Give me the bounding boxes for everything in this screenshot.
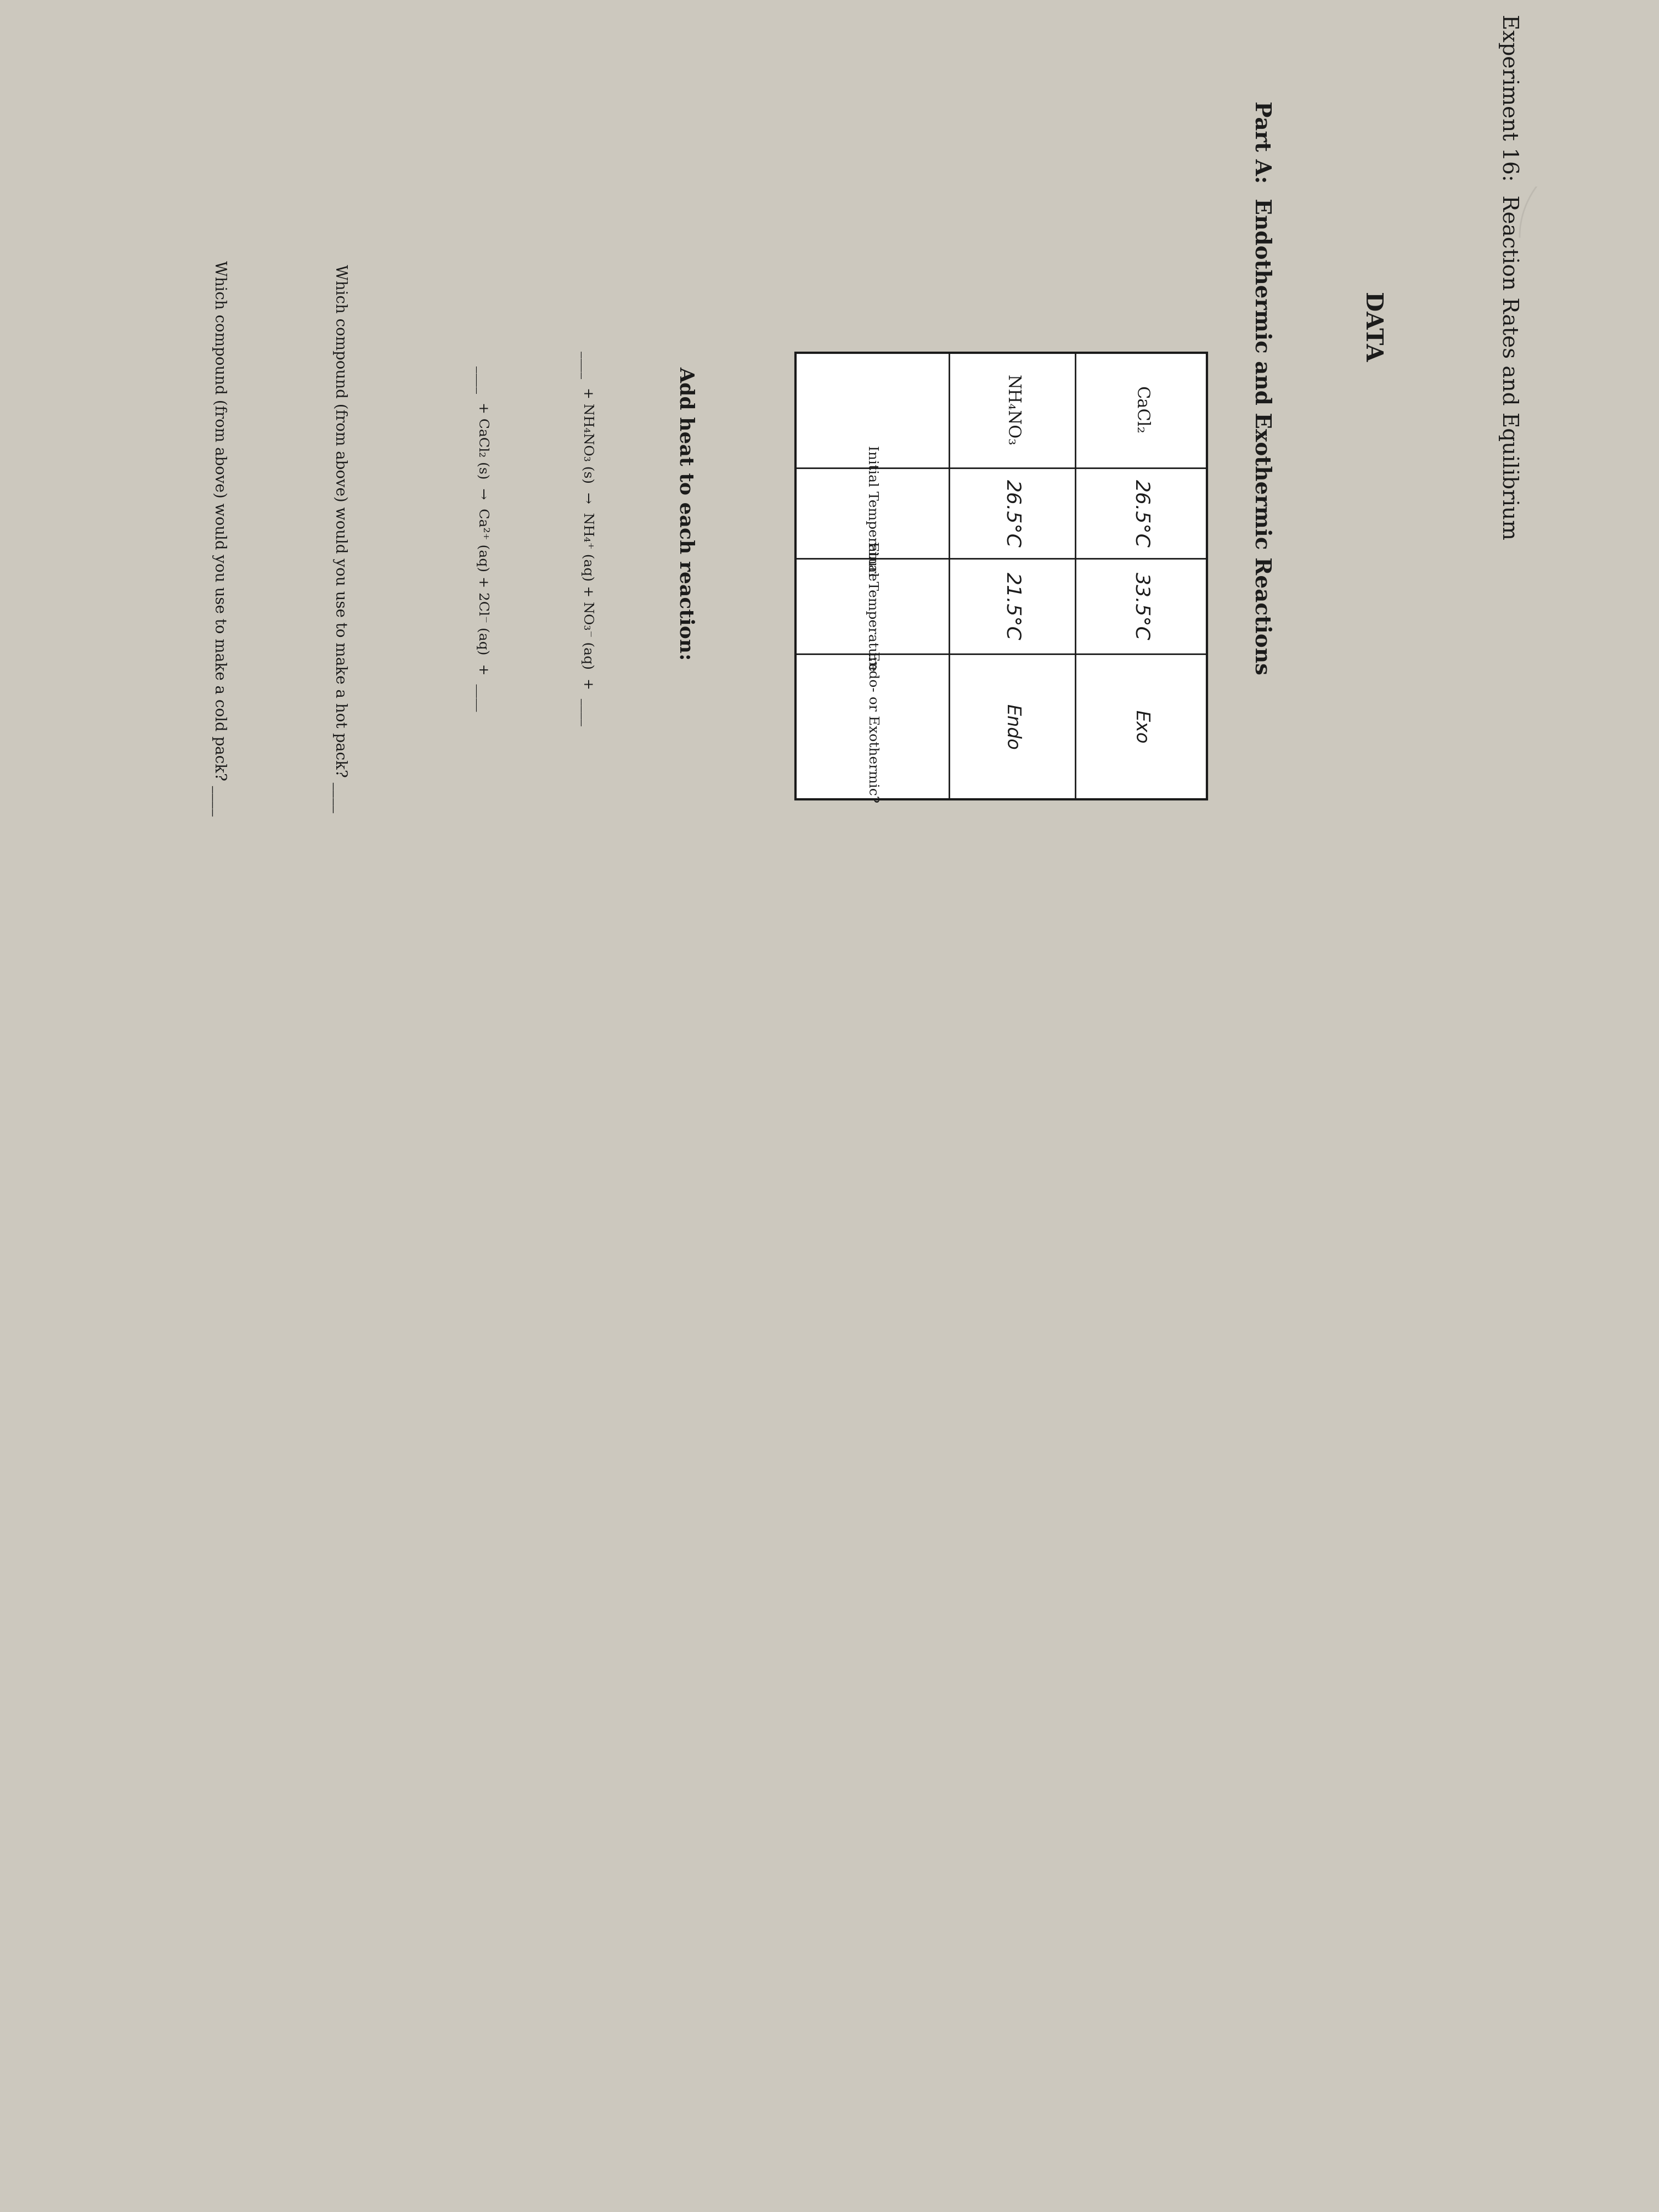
Text: Exo: Exo xyxy=(1131,710,1150,743)
Bar xyxy=(795,352,1208,799)
Text: 33.5°C: 33.5°C xyxy=(1131,573,1150,639)
Text: Add heat to each reaction:: Add heat to each reaction: xyxy=(677,367,695,659)
Text: Endo: Endo xyxy=(1004,703,1022,750)
Text: ____  + CaCl₂ (s)  →  Ca²⁺ (aq) + 2Cl⁻ (aq)  +  ____: ____ + CaCl₂ (s) → Ca²⁺ (aq) + 2Cl⁻ (aq)… xyxy=(476,365,489,710)
Text: Initial Temperature: Initial Temperature xyxy=(866,445,879,582)
Text: 26.5°C: 26.5°C xyxy=(1131,480,1150,546)
Text: Endo- or Exothermic?: Endo- or Exothermic? xyxy=(866,650,879,803)
Text: Which compound (from above) would you use to make a hot pack? ____: Which compound (from above) would you us… xyxy=(332,263,348,812)
Text: CaCl₂: CaCl₂ xyxy=(1133,387,1150,434)
Text: 21.5°C: 21.5°C xyxy=(1002,573,1022,639)
Text: DATA: DATA xyxy=(1360,292,1384,363)
Text: Final Temperature: Final Temperature xyxy=(866,542,879,670)
Text: Part A:  Endothermic and Exothermic Reactions: Part A: Endothermic and Exothermic React… xyxy=(1251,102,1272,675)
Text: 26.5°C: 26.5°C xyxy=(1002,480,1022,546)
Bar xyxy=(795,352,1208,799)
Text: ____  + NH₄NO₃ (s)  →  NH₄⁺ (aq) + NO₃⁻ (aq)  +  ____: ____ + NH₄NO₃ (s) → NH₄⁺ (aq) + NO₃⁻ (aq… xyxy=(581,352,594,726)
Text: NH₄NO₃: NH₄NO₃ xyxy=(1004,374,1020,447)
Text: Which compound (from above) would you use to make a cold pack? ____: Which compound (from above) would you us… xyxy=(212,261,227,816)
Text: Experiment 16:  Reaction Rates and Equilibrium: Experiment 16: Reaction Rates and Equili… xyxy=(1498,13,1520,540)
